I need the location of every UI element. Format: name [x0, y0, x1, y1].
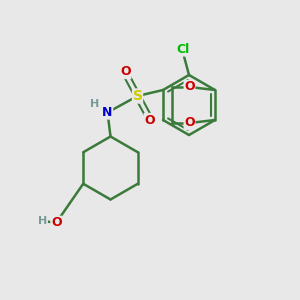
Text: O: O: [184, 80, 195, 94]
Text: O: O: [51, 216, 62, 229]
Text: S: S: [133, 89, 142, 103]
Text: H: H: [38, 216, 47, 226]
Text: N: N: [102, 106, 113, 119]
Text: O: O: [144, 113, 155, 127]
Text: H: H: [90, 99, 100, 109]
Text: O: O: [184, 116, 195, 130]
Text: Cl: Cl: [176, 43, 190, 56]
Text: O: O: [120, 65, 131, 79]
